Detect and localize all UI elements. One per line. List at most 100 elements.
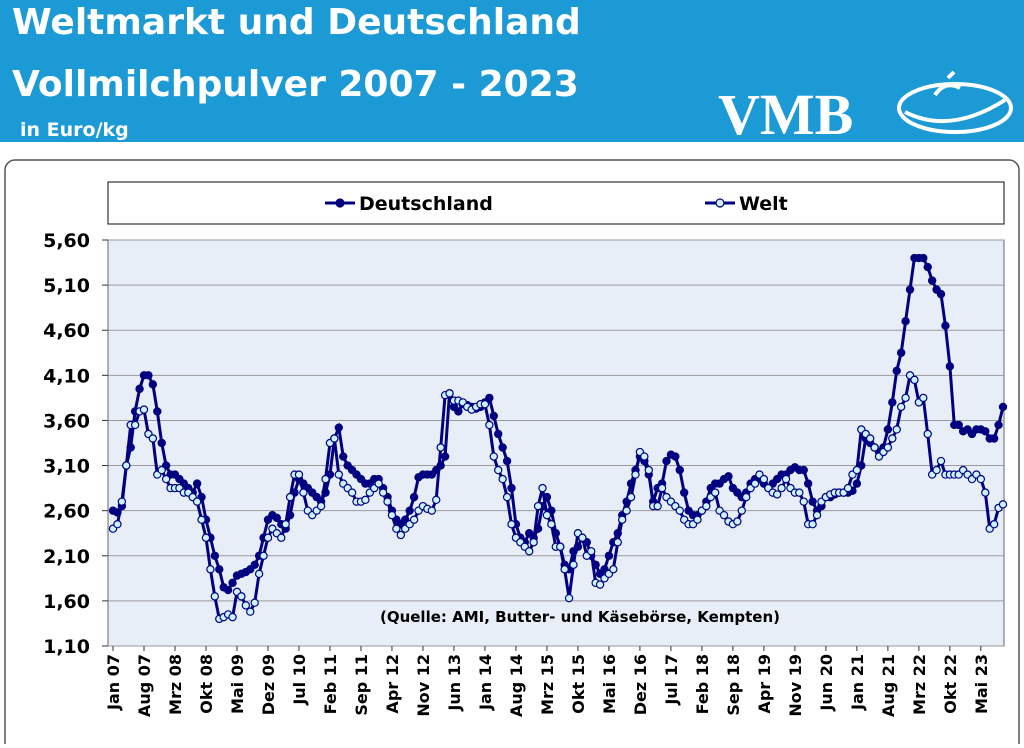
data-point xyxy=(197,515,206,524)
x-tick-label: Mrz 08 xyxy=(166,654,185,715)
data-point xyxy=(569,560,578,570)
data-point xyxy=(803,479,813,488)
data-point xyxy=(626,492,636,502)
data-point xyxy=(392,524,401,533)
data-point xyxy=(489,452,498,461)
data-point xyxy=(361,495,370,505)
x-tick-label: Mai 23 xyxy=(972,654,991,714)
x-tick-label: Aug 14 xyxy=(507,654,526,717)
data-point xyxy=(626,479,636,488)
data-point xyxy=(250,560,259,570)
legend-box xyxy=(107,181,1005,225)
data-point xyxy=(662,456,671,466)
data-point xyxy=(556,542,565,551)
x-tick-label: Apr 19 xyxy=(755,654,774,714)
x-tick-label: Nov 19 xyxy=(786,654,805,717)
data-point xyxy=(892,366,901,376)
data-point xyxy=(272,513,282,523)
y-tick-label: 2,60 xyxy=(43,501,90,523)
data-point xyxy=(277,533,286,542)
data-point xyxy=(693,515,702,524)
data-point xyxy=(653,501,662,511)
x-tick-label: Feb 11 xyxy=(321,654,340,714)
x-tick-label: Jun 13 xyxy=(445,654,464,712)
data-point xyxy=(560,565,569,574)
data-point xyxy=(901,317,910,326)
y-tick-label: 3,10 xyxy=(43,456,90,478)
data-point xyxy=(733,517,742,526)
series-line xyxy=(112,256,1005,593)
data-point xyxy=(551,529,560,538)
data-point xyxy=(436,443,445,452)
x-tick-label: Aug 21 xyxy=(879,654,898,717)
data-point xyxy=(316,501,326,511)
data-point xyxy=(981,427,990,436)
data-point xyxy=(547,520,556,529)
data-point xyxy=(498,474,507,484)
data-point xyxy=(285,510,295,520)
data-point xyxy=(237,592,246,601)
source-annotation: (Quelle: AMI, Butter- und Käsebörse, Kem… xyxy=(380,608,780,626)
data-point xyxy=(613,529,622,538)
data-point xyxy=(161,474,171,484)
data-point xyxy=(254,569,264,579)
data-point xyxy=(631,470,640,479)
x-tick-label: Okt 08 xyxy=(197,654,216,714)
data-point xyxy=(347,488,357,497)
data-point xyxy=(436,461,445,470)
data-point xyxy=(843,483,853,493)
data-point xyxy=(113,520,122,529)
data-point xyxy=(675,506,684,515)
x-tick-label: Aug 07 xyxy=(135,654,154,717)
data-point xyxy=(954,420,963,430)
data-point xyxy=(989,434,999,443)
data-point xyxy=(679,488,689,497)
x-tick-label: Jul 17 xyxy=(662,654,681,706)
data-point xyxy=(409,515,419,524)
x-tick-label: Mrz 15 xyxy=(538,654,557,715)
data-point xyxy=(507,520,516,529)
data-point xyxy=(409,492,419,502)
x-tick-label: Jan 14 xyxy=(476,654,495,711)
x-tick-label: Feb 18 xyxy=(693,654,712,714)
chart-subtitle: Vollmilchpulver 2007 - 2023 xyxy=(12,64,579,105)
data-point xyxy=(210,551,220,560)
data-point xyxy=(892,425,901,434)
data-point xyxy=(945,362,955,371)
data-point xyxy=(795,488,804,497)
data-point xyxy=(587,547,596,556)
data-point xyxy=(210,592,220,601)
data-point xyxy=(702,501,711,511)
data-point xyxy=(724,472,733,481)
data-point xyxy=(675,465,684,475)
data-point xyxy=(852,465,862,475)
data-point xyxy=(994,420,1003,430)
x-tick-label: Okt 15 xyxy=(569,654,588,714)
data-point xyxy=(246,607,255,616)
data-point xyxy=(126,443,135,452)
chart-title: Weltmarkt und Deutschland xyxy=(12,2,581,43)
data-point xyxy=(144,371,153,380)
data-point xyxy=(542,492,552,502)
data-point xyxy=(998,402,1008,412)
data-point xyxy=(936,456,946,466)
data-point xyxy=(153,407,162,416)
data-point xyxy=(896,348,906,357)
data-point xyxy=(905,285,915,294)
data-point xyxy=(502,456,512,466)
data-point xyxy=(215,565,224,574)
x-tick-label: Apr 12 xyxy=(383,654,402,714)
data-point xyxy=(923,429,932,439)
data-point xyxy=(250,598,259,607)
data-point xyxy=(888,434,897,443)
header-band xyxy=(0,0,1024,142)
x-tick-label: Jan 21 xyxy=(848,654,867,711)
plot-layer: 1,10 1,60 2,10 2,60 3,10 3,60 4,10 4,60 5,10 5,60… xyxy=(43,230,1008,717)
data-point xyxy=(781,474,791,484)
x-tick-label: Mrz 22 xyxy=(910,654,929,715)
legend-marker xyxy=(715,198,725,208)
data-point xyxy=(927,276,937,285)
x-tick-label: Sep 11 xyxy=(352,654,371,716)
data-point xyxy=(923,262,932,272)
